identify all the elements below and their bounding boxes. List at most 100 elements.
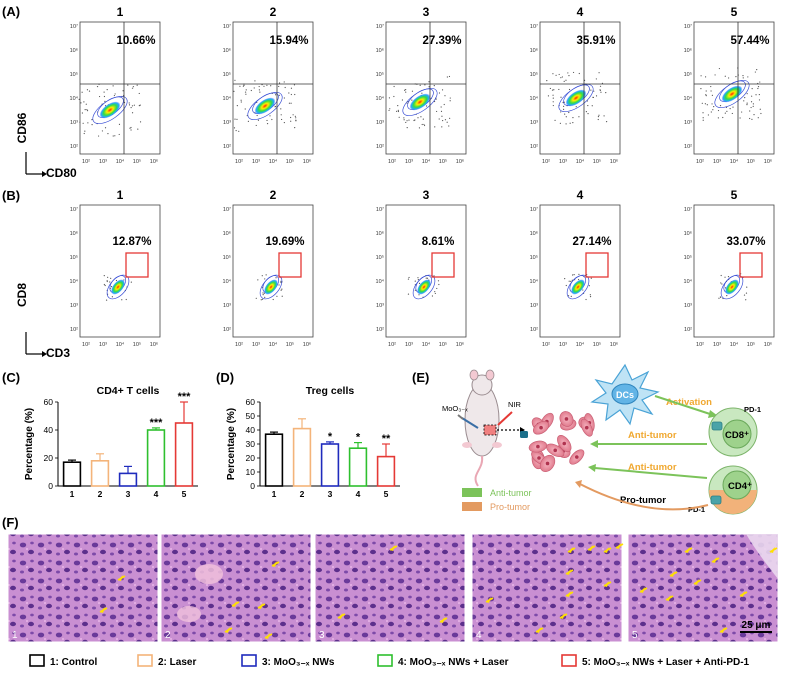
bar-3 [320, 443, 340, 487]
x-tick-label: 10⁵ [593, 341, 601, 348]
cd8-t-cell [708, 407, 758, 457]
scale-bar-label: 25 μm [742, 620, 771, 631]
plot-frame [539, 204, 621, 338]
x-tick-label: 10⁶ [150, 158, 158, 165]
plot-title: 5 [731, 5, 738, 19]
y-tick-label: 10⁴ [376, 95, 385, 102]
significance-mark: * [356, 432, 361, 444]
yellow-arrow-icon [99, 607, 108, 613]
yellow-arrow-icon [439, 617, 448, 623]
x-tick-label: 10⁵ [133, 341, 141, 348]
y-tick-label: 10⁷ [70, 206, 78, 213]
bar-5 [376, 455, 396, 487]
y-tick-label: 10⁷ [530, 23, 538, 30]
x-tick-label: 10⁶ [150, 341, 158, 348]
gate-percent: 27.14% [572, 236, 611, 248]
gate-box [125, 252, 149, 278]
x-tick-label: 10² [235, 342, 243, 348]
y-tick-label: 10⁴ [376, 278, 385, 285]
panel-b-axis-arrow [25, 332, 47, 357]
x-tick-label: 10⁴ [730, 158, 739, 165]
legend-text: 4: MoO₃₋ₓ NWs + Laser [398, 657, 509, 668]
chart-title: Treg cells [306, 385, 355, 397]
x-tick-label: 10⁶ [764, 341, 772, 348]
panel-b: 1 10² 10³ 10⁴ 10⁵ 10⁶ 10² 10³ 10⁴ 10⁵ 10⁶ 10⁷ 12.87%… [70, 188, 775, 348]
gate-box [585, 252, 609, 278]
y-tick-label: 10⁴ [684, 95, 693, 102]
y-tick-label: 10⁴ [223, 95, 232, 102]
pd1-top-label: PD-1 [744, 405, 761, 414]
cd8-label: CD8⁺ [725, 430, 749, 441]
yellow-arrow-icon [639, 587, 648, 593]
y-tick-label: 10 [246, 467, 256, 477]
y-tick-label: 10⁷ [684, 23, 692, 30]
yellow-arrow-icon [559, 613, 568, 619]
bar-4 [146, 429, 166, 487]
y-tick-label: 10⁷ [530, 206, 538, 213]
y-tick-label: 10⁵ [70, 71, 78, 78]
chart-d: Treg cells Percentage (%) 0 10 20 30 40 50 60 1 2 3… [226, 385, 400, 499]
yellow-arrow-icon [684, 547, 693, 553]
x-tick-label: 10³ [252, 159, 260, 165]
cd4-t-cell [708, 465, 758, 515]
legend-swatch [29, 654, 45, 667]
x-tick-label: 10² [696, 342, 704, 348]
gate-box [278, 252, 302, 278]
group-legend: 1: Control 2: Laser 3: MoO₃₋ₓ NWs 4: MoO₃₋ₓ… [29, 654, 750, 668]
yellow-arrow-icon [117, 575, 126, 581]
panel-a-label: (A) [2, 4, 20, 19]
y-tick-label: 10² [70, 144, 78, 150]
x-tick-label: 10³ [713, 159, 721, 165]
y-tick-label: 10⁷ [223, 23, 231, 30]
x-tick-label: 10⁶ [303, 158, 311, 165]
gate-percent: 19.69% [265, 236, 304, 248]
legend-pro-tumor-swatch [462, 502, 482, 511]
chart-ylabel: Percentage (%) [226, 408, 237, 480]
plot-frame [232, 204, 314, 338]
tumor-cell-cluster [528, 411, 595, 473]
panel-d-label: (D) [216, 370, 234, 385]
bar-3 [118, 472, 138, 487]
yellow-arrow-icon [711, 557, 720, 563]
x-tick-label: 10³ [405, 159, 413, 165]
x-tick-label: 3 [126, 489, 131, 499]
y-tick-label: 10² [376, 144, 384, 150]
x-tick-label: 10⁵ [439, 341, 447, 348]
y-tick-label: 10⁶ [684, 47, 692, 54]
quadrant-percent: 35.91% [576, 35, 615, 47]
pd1-bottom-label: PD-1 [688, 505, 705, 514]
panelA-plot-3: 3 10² 10³ 10⁴ 10⁵ 10⁶ 10² 10³ 10⁴ 10⁵ 10⁶ 10⁷ 27.39% [376, 5, 467, 165]
x-tick-label: 10⁵ [439, 158, 447, 165]
x-tick-label: 10⁴ [269, 341, 278, 348]
bar-1 [62, 461, 82, 487]
y-tick-label: 10⁵ [223, 71, 231, 78]
quadrant-percent: 27.39% [422, 35, 461, 47]
yellow-arrow-icon [665, 595, 674, 601]
x-tick-label: 10² [542, 342, 550, 348]
panelA-plot-5: 5 10² 10³ 10⁴ 10⁵ 10⁶ 10² 10³ 10⁴ 10⁵ 10⁶ 10⁷ 57.44% [684, 5, 775, 165]
plot-title: 3 [423, 5, 430, 19]
x-tick-label: 10⁵ [286, 341, 294, 348]
yellow-arrow-icon [567, 547, 576, 553]
y-tick-label: 10³ [223, 120, 231, 126]
y-tick-label: 10⁷ [223, 206, 231, 213]
plot-title: 3 [423, 188, 430, 202]
x-tick-label: 10⁴ [730, 341, 739, 348]
x-tick-label: 10² [82, 342, 90, 348]
panel-b-ylabel: CD8 [15, 283, 29, 307]
yellow-arrow-icon [603, 581, 612, 587]
y-tick-label: 10⁵ [223, 254, 231, 261]
plot-frame [539, 21, 621, 155]
yellow-arrow-icon [739, 591, 748, 597]
histology-image-4: 4 [471, 533, 624, 643]
anti-tumor-label-1: Anti-tumor [628, 430, 677, 441]
y-tick-label: 10⁶ [530, 47, 538, 54]
yellow-arrow-icon [337, 613, 346, 619]
yellow-arrow-icon [389, 545, 398, 551]
plot-frame [79, 204, 161, 338]
histology-image-3: 3 [314, 533, 466, 643]
panel-a: 1 10² 10³ 10⁴ 10⁵ 10⁶ 10² 10³ 10⁴ 10⁵ 10⁶ 10⁷ 10.66%… [70, 5, 775, 165]
panel-f-histology: 1 2 3 4 5 25 μm [7, 533, 779, 643]
x-tick-label: 10² [388, 342, 396, 348]
y-tick-label: 10³ [376, 120, 384, 126]
